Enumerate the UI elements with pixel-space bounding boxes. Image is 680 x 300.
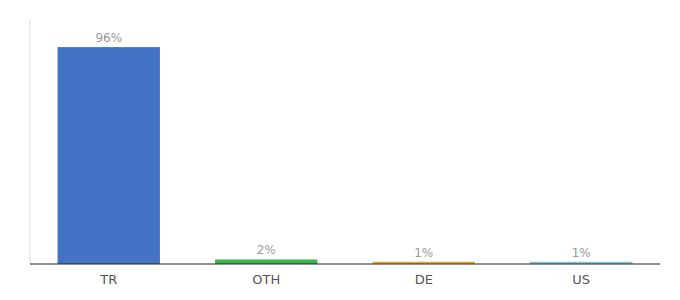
x-tick-label: TR	[99, 272, 117, 287]
chart: 96% 2% 1% 1% TR OTH DE US	[0, 0, 680, 300]
x-tick-label: OTH	[252, 272, 280, 287]
bars	[58, 47, 633, 264]
data-label: 96%	[95, 31, 122, 45]
y-axis-line	[30, 20, 31, 264]
x-tick-label: US	[572, 272, 590, 287]
data-label: 1%	[414, 246, 433, 260]
data-label: 1%	[572, 246, 591, 260]
bar	[58, 47, 160, 264]
data-label: 2%	[257, 243, 276, 257]
chart-container: 96% 2% 1% 1% TR OTH DE US	[0, 0, 680, 300]
bar	[215, 259, 317, 264]
x-tick-label: DE	[415, 272, 433, 287]
x-axis-line	[30, 263, 660, 264]
